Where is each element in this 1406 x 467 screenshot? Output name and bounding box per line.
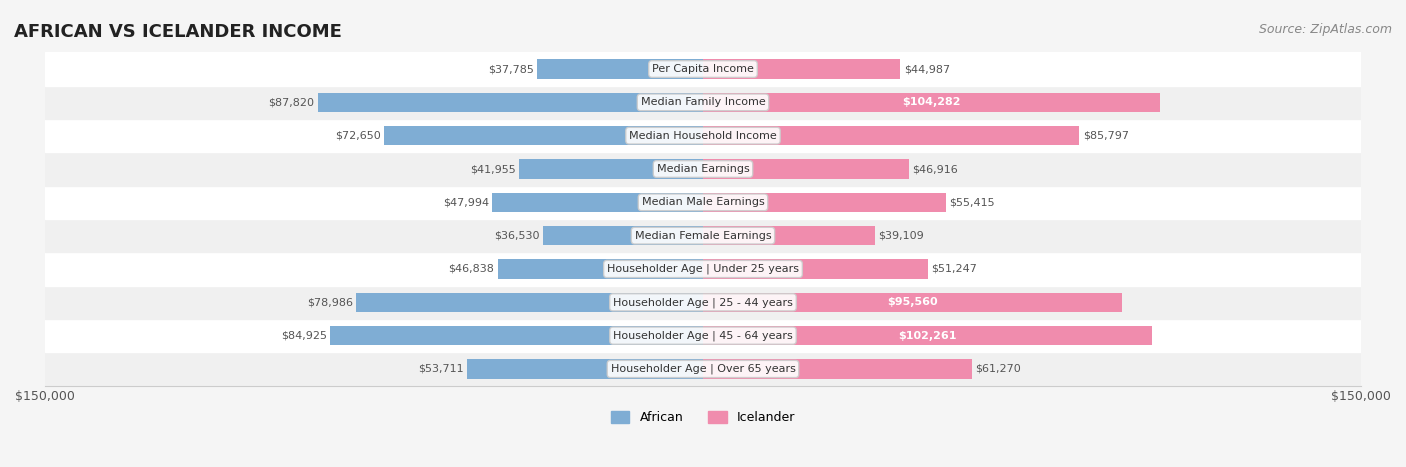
Text: $87,820: $87,820: [269, 97, 315, 107]
Text: $102,261: $102,261: [898, 331, 956, 340]
Bar: [492, 193, 703, 212]
Bar: [45, 186, 1361, 219]
Bar: [45, 152, 1361, 186]
Text: $44,987: $44,987: [904, 64, 950, 74]
Text: $46,916: $46,916: [912, 164, 957, 174]
Bar: [384, 126, 703, 145]
Text: Householder Age | 45 - 64 years: Householder Age | 45 - 64 years: [613, 330, 793, 341]
Text: Median Earnings: Median Earnings: [657, 164, 749, 174]
Text: Per Capita Income: Per Capita Income: [652, 64, 754, 74]
Bar: [45, 219, 1361, 252]
Text: $72,650: $72,650: [335, 131, 381, 141]
Bar: [45, 352, 1361, 386]
Text: $41,955: $41,955: [470, 164, 516, 174]
Bar: [357, 293, 703, 312]
Text: $85,797: $85,797: [1083, 131, 1129, 141]
Text: $84,925: $84,925: [281, 331, 328, 340]
Bar: [45, 252, 1361, 286]
Bar: [703, 326, 1152, 345]
Text: $47,994: $47,994: [443, 198, 489, 207]
Bar: [45, 286, 1361, 319]
Bar: [45, 52, 1361, 85]
Bar: [45, 119, 1361, 152]
Bar: [318, 93, 703, 112]
Text: Median Female Earnings: Median Female Earnings: [634, 231, 772, 241]
Bar: [703, 59, 900, 78]
Bar: [537, 59, 703, 78]
Text: $61,270: $61,270: [976, 364, 1021, 374]
Bar: [498, 259, 703, 279]
Text: $37,785: $37,785: [488, 64, 534, 74]
Text: Median Family Income: Median Family Income: [641, 97, 765, 107]
Bar: [330, 326, 703, 345]
Bar: [703, 126, 1080, 145]
Text: Householder Age | 25 - 44 years: Householder Age | 25 - 44 years: [613, 297, 793, 308]
Bar: [543, 226, 703, 245]
Legend: African, Icelander: African, Icelander: [606, 406, 800, 429]
Bar: [519, 159, 703, 178]
Bar: [703, 226, 875, 245]
Bar: [467, 360, 703, 379]
Text: $53,711: $53,711: [419, 364, 464, 374]
Text: $39,109: $39,109: [877, 231, 924, 241]
Text: $104,282: $104,282: [903, 97, 960, 107]
Text: Householder Age | Over 65 years: Householder Age | Over 65 years: [610, 364, 796, 374]
Text: $51,247: $51,247: [931, 264, 977, 274]
Text: AFRICAN VS ICELANDER INCOME: AFRICAN VS ICELANDER INCOME: [14, 23, 342, 42]
Bar: [45, 319, 1361, 352]
Text: $46,838: $46,838: [449, 264, 495, 274]
Bar: [703, 293, 1122, 312]
Text: $36,530: $36,530: [494, 231, 540, 241]
Bar: [703, 159, 908, 178]
Text: Median Male Earnings: Median Male Earnings: [641, 198, 765, 207]
Bar: [703, 360, 972, 379]
Text: $55,415: $55,415: [949, 198, 995, 207]
Bar: [45, 85, 1361, 119]
Bar: [703, 193, 946, 212]
Bar: [703, 259, 928, 279]
Text: Householder Age | Under 25 years: Householder Age | Under 25 years: [607, 264, 799, 274]
Text: Median Household Income: Median Household Income: [628, 131, 778, 141]
Text: Source: ZipAtlas.com: Source: ZipAtlas.com: [1258, 23, 1392, 36]
Text: $78,986: $78,986: [307, 297, 353, 307]
Bar: [703, 93, 1160, 112]
Text: $95,560: $95,560: [887, 297, 938, 307]
